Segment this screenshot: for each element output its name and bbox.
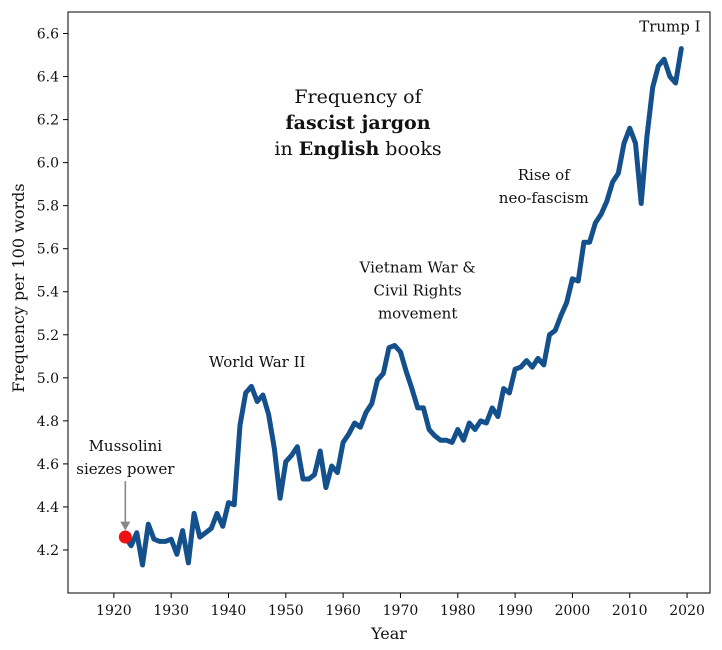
x-tick-label: 1980 <box>440 603 476 619</box>
annotation-text: movement <box>378 304 457 322</box>
plot-frame <box>67 11 711 594</box>
annotation-text: Trump I <box>639 17 700 35</box>
arrow-head <box>120 521 131 531</box>
chart-title-run: in <box>274 138 298 160</box>
y-tick-label: 5.8 <box>37 199 59 215</box>
series-line <box>122 46 684 568</box>
y-tick-label: 6.0 <box>37 156 59 172</box>
x-axis-ticks: 1920 1930 1940 1950 1960 1970 1980 1990 2000 2010… <box>96 593 705 619</box>
y-tick-label: 4.4 <box>37 500 59 516</box>
x-tick-label: 2020 <box>669 603 705 619</box>
series-group <box>118 46 684 568</box>
y-tick-label: 4.8 <box>37 414 59 430</box>
x-tick-label: 1940 <box>211 603 247 619</box>
y-tick-label: 6.2 <box>37 113 59 129</box>
y-tick-label: 5.6 <box>37 242 59 258</box>
x-tick-label: 1970 <box>383 603 419 619</box>
chart-title-line: fascist jargon <box>285 112 430 134</box>
annotation-text: Rise of <box>518 166 571 184</box>
x-tick-label: 1950 <box>268 603 304 619</box>
x-tick-label: 2000 <box>555 603 591 619</box>
x-tick-label: 1960 <box>325 603 361 619</box>
chart-title: Frequency of fascist jargon in English boo… <box>274 86 441 160</box>
y-tick-label: 6.6 <box>37 27 59 43</box>
annotation-text: siezes power <box>76 460 175 478</box>
mussolini-marker <box>118 530 132 544</box>
chart-title-run: English <box>299 138 380 160</box>
x-tick-label: 2010 <box>612 603 648 619</box>
y-tick-label: 4.6 <box>37 457 59 473</box>
annotation-text: Civil Rights <box>374 281 462 299</box>
x-tick-label: 1930 <box>153 603 189 619</box>
x-tick-label: 1990 <box>497 603 533 619</box>
y-tick-label: 4.2 <box>37 543 59 559</box>
chart-title-line: in English books <box>274 138 441 160</box>
chart-title-line: Frequency of <box>294 86 423 108</box>
y-tick-label: 5.0 <box>37 371 59 387</box>
x-axis-label: Year <box>370 624 407 643</box>
y-tick-label: 6.4 <box>37 70 59 86</box>
x-tick-label: 1920 <box>96 603 132 619</box>
annotations: Mussolini siezes power World War II Vietnam… <box>76 17 701 531</box>
chart-title-run: books <box>379 138 441 160</box>
y-tick-label: 5.4 <box>37 285 59 301</box>
annotation-text: neo-fascism <box>499 189 589 207</box>
annotation-text: Mussolini <box>89 437 163 455</box>
y-axis-ticks: 4.2 4.4 4.6 4.8 5.0 5.2 5.4 5.6 5.8 6.0 6.2 6.4 6.6 <box>37 27 68 559</box>
annotation-text: World War II <box>209 353 306 371</box>
y-axis-label: Frequency per 100 words <box>9 183 28 392</box>
chart-title-run: Frequency of <box>294 86 423 108</box>
annotation-text: Vietnam War & <box>359 258 476 276</box>
y-tick-label: 5.2 <box>37 328 59 344</box>
chart-title-run: fascist jargon <box>285 112 430 134</box>
